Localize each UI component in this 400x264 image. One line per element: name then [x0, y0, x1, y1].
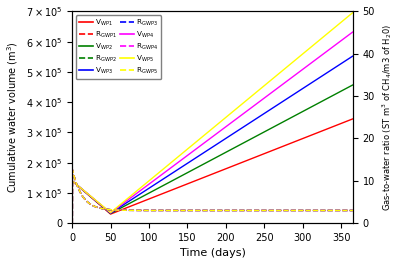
Y-axis label: Cumulative water volume (m$^3$): Cumulative water volume (m$^3$)	[6, 41, 20, 193]
X-axis label: Time (days): Time (days)	[180, 248, 246, 258]
Legend: V$_\mathregular{WP1}$, R$_\mathregular{GWP1}$, V$_\mathregular{WP2}$, R$_\mathre: V$_\mathregular{WP1}$, R$_\mathregular{G…	[76, 15, 161, 79]
Y-axis label: Gas-to-water ratio (ST m$^3$ of CH$_4$/m3 of H$_2$0): Gas-to-water ratio (ST m$^3$ of CH$_4$/m…	[380, 24, 394, 211]
